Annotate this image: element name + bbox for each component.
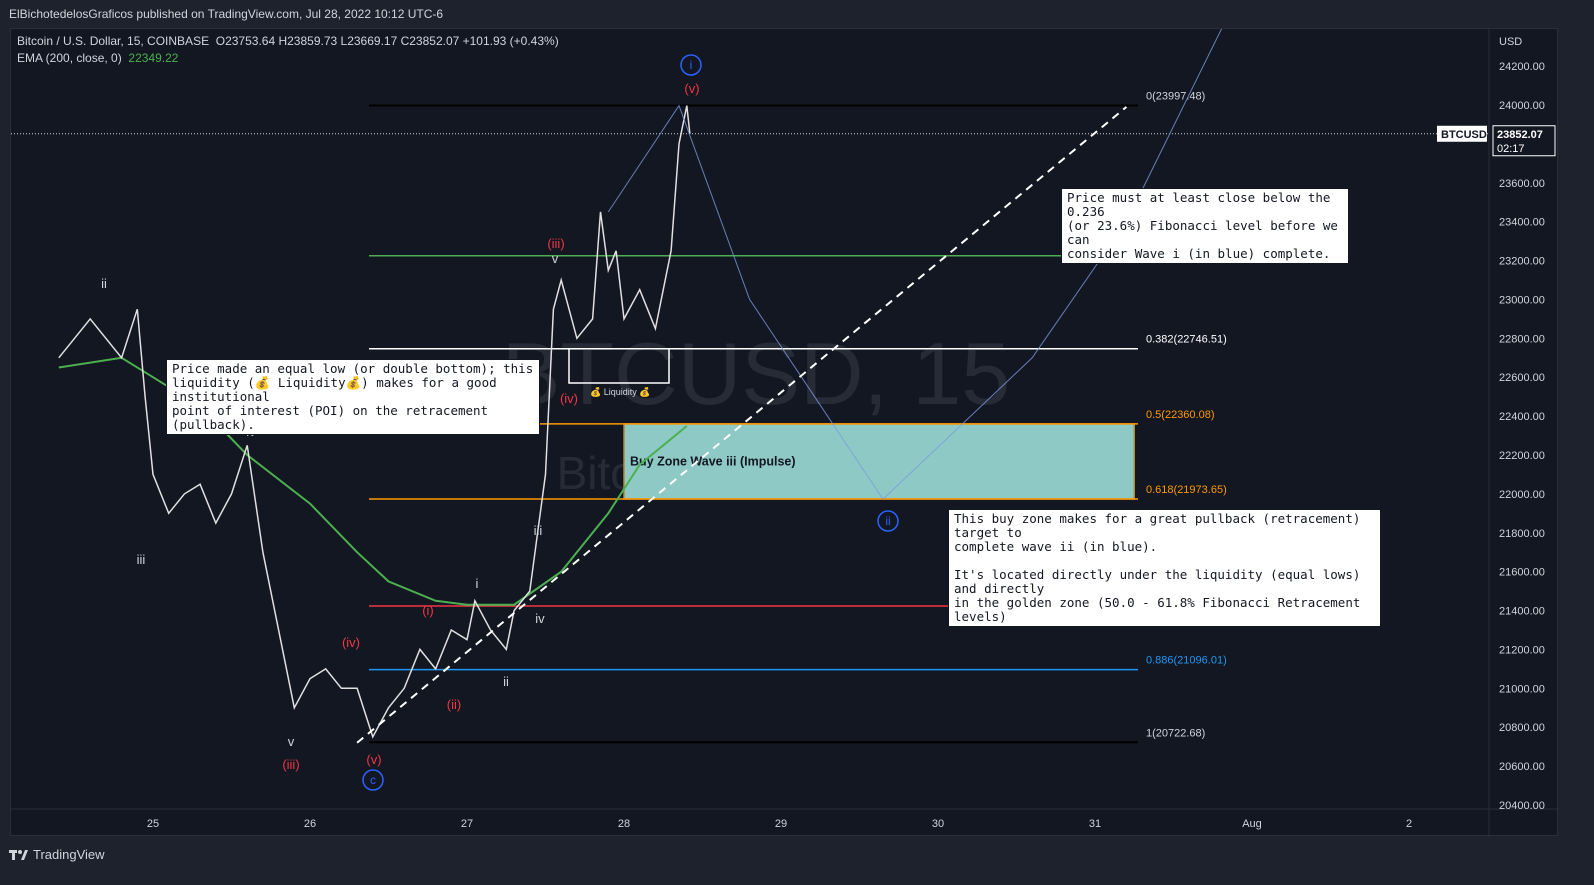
- wave-label-v-a: v: [288, 734, 295, 749]
- price-tick-label: 20600.00: [1499, 761, 1545, 773]
- price-tick-label: 22200.00: [1499, 450, 1545, 462]
- currency-label: USD: [1499, 36, 1522, 48]
- fib-label-f618: 0.618(21973.65): [1146, 484, 1227, 496]
- bar-countdown: 02:17: [1497, 143, 1525, 155]
- wave-label-ii-top: ii: [101, 276, 107, 291]
- time-tick-label: 31: [1089, 818, 1101, 830]
- wave-circle-label-ii-circle: ii: [885, 514, 890, 528]
- price-tick-label: 23000.00: [1499, 294, 1545, 306]
- fib-label-f382: 0.382(22746.51): [1146, 334, 1227, 346]
- liquidity-label: 💰 Liquidity 💰: [590, 386, 650, 398]
- tradingview-brand[interactable]: TradingView: [9, 847, 105, 862]
- symbol-tag-bg: [1437, 125, 1487, 142]
- publish-info: ElBichotedelosGraficos published on Trad…: [9, 7, 444, 21]
- wave-label-iii-b: iii: [534, 523, 543, 538]
- wave-label-iv-red-a: (iv): [342, 635, 360, 650]
- time-tick-label: 28: [618, 818, 630, 830]
- ema-label: EMA (200, close, 0): [17, 51, 122, 65]
- wave-label-iii-red-a: (iii): [282, 757, 299, 772]
- wave-label-iv-red-b: (iv): [560, 391, 578, 406]
- note-buy-zone[interactable]: This buy zone makes for a great pullback…: [948, 509, 1381, 627]
- wave-label-iv-b: iv: [535, 611, 545, 626]
- price-tick-label: 20800.00: [1499, 722, 1545, 734]
- price-tick-label: 22400.00: [1499, 411, 1545, 423]
- note-close-below[interactable]: Price must at least close below the 0.23…: [1061, 188, 1349, 264]
- price-tick-label: 22800.00: [1499, 333, 1545, 345]
- wave-circle-c-circle[interactable]: [362, 769, 384, 791]
- symbol-title: Bitcoin / U.S. Dollar, 15, COINBASE: [17, 34, 210, 48]
- wave-circle-i-circle[interactable]: [680, 54, 702, 76]
- wave-circle-ii-circle[interactable]: [877, 510, 899, 532]
- price-tick-label: 20400.00: [1499, 800, 1545, 812]
- price-tick-label: 21400.00: [1499, 606, 1545, 618]
- wave-circle-label-c-circle: c: [370, 773, 376, 787]
- footer: TradingView: [0, 840, 1594, 885]
- price-tick-label: 21800.00: [1499, 528, 1545, 540]
- time-tick-label: 27: [461, 818, 473, 830]
- ohlc-values: O23753.64 H23859.73 L23669.17 C23852.07 …: [215, 34, 559, 48]
- brand-name: TradingView: [33, 847, 105, 862]
- tradingview-logo-icon: [9, 849, 28, 860]
- time-tick-label: 29: [775, 818, 787, 830]
- wave-circle-label-i-circle: i: [690, 58, 693, 72]
- wave-label-iii-a: iii: [137, 552, 146, 567]
- price-tick-label: 21000.00: [1499, 683, 1545, 695]
- price-tick-label: 21600.00: [1499, 567, 1545, 579]
- liquidity-bracket[interactable]: [568, 349, 670, 384]
- buy-zone-box[interactable]: [623, 423, 1135, 500]
- dashed-trendline[interactable]: [356, 106, 1128, 744]
- wave-label-iii-red-b: (iii): [547, 236, 564, 251]
- time-tick-label: Aug: [1242, 818, 1262, 830]
- wave-label-v-red-a: (v): [366, 752, 381, 767]
- note-equal-low[interactable]: Price made an equal low (or double botto…: [166, 359, 540, 435]
- price-tick-label: 22000.00: [1499, 489, 1545, 501]
- price-tick-label: 24200.00: [1499, 61, 1545, 73]
- chart-legend: Bitcoin / U.S. Dollar, 15, COINBASE O237…: [17, 34, 559, 48]
- wave-label-i-b: i: [476, 576, 479, 591]
- fib-label-f5: 0.5(22360.08): [1146, 409, 1215, 421]
- last-price-tag-bg: [1492, 125, 1556, 157]
- symbol-tag: BTCUSD: [1441, 129, 1487, 141]
- price-tick-label: 21200.00: [1499, 644, 1545, 656]
- price-tick-label: 23600.00: [1499, 178, 1545, 190]
- price-tick-label: 23200.00: [1499, 256, 1545, 268]
- price-tick-label: 23400.00: [1499, 217, 1545, 229]
- ema-value: 22349.22: [128, 51, 179, 65]
- wave-label-ii-red: (ii): [447, 697, 461, 712]
- last-price-value: 23852.07: [1497, 129, 1543, 141]
- publish-header: ElBichotedelosGraficos published on Trad…: [0, 0, 1594, 27]
- fib-label-f0: 0(23997.48): [1146, 90, 1205, 102]
- wave-label-v-b: v: [552, 251, 559, 266]
- wave-label-ii-b: ii: [503, 674, 509, 689]
- price-chart[interactable]: BTCUSD, 15Bitcoin / U.S. DollarUSD24200.…: [11, 29, 1559, 837]
- wave-label-v-red-b: (v): [684, 81, 699, 96]
- time-tick-label: 30: [932, 818, 944, 830]
- ema-legend[interactable]: EMA (200, close, 0) 22349.22: [17, 51, 178, 65]
- time-tick-label: 2: [1406, 818, 1412, 830]
- chart-panel[interactable]: BTCUSD, 15Bitcoin / U.S. DollarUSD24200.…: [10, 28, 1559, 837]
- fib-label-f886: 0.886(21096.01): [1146, 655, 1227, 667]
- fib-label-f1: 1(20722.68): [1146, 727, 1205, 739]
- price-tick-label: 24000.00: [1499, 100, 1545, 112]
- watermark-symbol: BTCUSD, 15: [502, 324, 1011, 423]
- buy-zone-label: Buy Zone Wave iii (Impulse): [630, 454, 796, 468]
- time-tick-label: 26: [304, 818, 316, 830]
- time-tick-label: 25: [147, 818, 159, 830]
- price-line[interactable]: [58, 105, 691, 739]
- price-tick-label: 22600.00: [1499, 372, 1545, 384]
- wave-label-i-red: (i): [422, 603, 434, 618]
